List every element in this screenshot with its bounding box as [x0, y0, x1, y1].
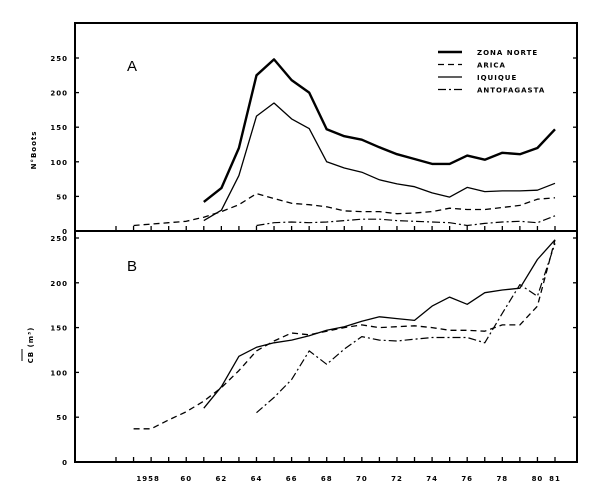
series-line-b-2	[256, 243, 556, 414]
y-tick-label: 200	[50, 90, 68, 98]
panel-label: B	[127, 258, 137, 275]
legend-label: ARICA	[477, 62, 506, 70]
x-tick-label: 78	[496, 475, 508, 483]
legend-label: ZONA NORTE	[477, 49, 538, 57]
series-line-b-1	[133, 239, 556, 430]
series-line-b-0	[203, 239, 556, 409]
y-tick-label: 150	[50, 124, 68, 132]
y-tick-label: 50	[56, 414, 68, 422]
x-tick-label: 68	[321, 475, 333, 483]
x-tick-label: 64	[251, 475, 263, 483]
x-tick-label: 81	[549, 475, 561, 483]
y-tick-label: 50	[56, 193, 68, 201]
x-tick-label: 66	[286, 475, 298, 483]
x-tick-label: 72	[391, 475, 403, 483]
y-tick-label: 100	[50, 369, 68, 377]
series-line-antofagasta	[256, 215, 556, 227]
panel-frame	[74, 230, 578, 463]
series-line-zona-norte	[203, 58, 556, 203]
y-tick-label: 0	[62, 459, 68, 467]
x-tick-label: 62	[215, 475, 227, 483]
legend-label: ANTOFAGASTA	[477, 87, 545, 95]
y-tick-label: 250	[50, 55, 68, 63]
y-tick-label: 200	[50, 280, 68, 288]
series-line-iquique	[203, 102, 556, 222]
x-tick-label: 60	[180, 475, 192, 483]
panel-a: 0 50 100 150 200 250 A N°Boots ZONA NORTE ARICA IQ…	[30, 22, 578, 236]
x-tick-label: 70	[356, 475, 368, 483]
y-axis-label: N°Boots	[30, 131, 38, 170]
x-tick-label: 80	[532, 475, 544, 483]
y-axis-label: CB (m³)	[27, 327, 35, 364]
y-tick-label: 150	[50, 325, 68, 333]
x-tick-label: 76	[461, 475, 473, 483]
panel-b: 0 50 100 150 200 250 B CB (m³) 1958 60 62 64 66 68 70 7…	[21, 230, 578, 483]
y-tick-label: 0	[62, 228, 68, 236]
panel-label: A	[127, 58, 137, 75]
x-tick-label: 1958	[136, 475, 159, 483]
legend-label: IQUIQUE	[477, 74, 517, 82]
y-tick-label: 250	[50, 235, 68, 243]
x-tick-label: 74	[426, 475, 438, 483]
y-tick-label: 100	[50, 159, 68, 167]
series-line-arica	[133, 192, 556, 227]
